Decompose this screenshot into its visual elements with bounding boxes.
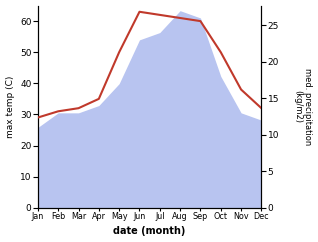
Y-axis label: max temp (C): max temp (C) xyxy=(5,76,15,138)
X-axis label: date (month): date (month) xyxy=(114,227,186,236)
Y-axis label: med. precipitation
(kg/m2): med. precipitation (kg/m2) xyxy=(293,68,313,145)
